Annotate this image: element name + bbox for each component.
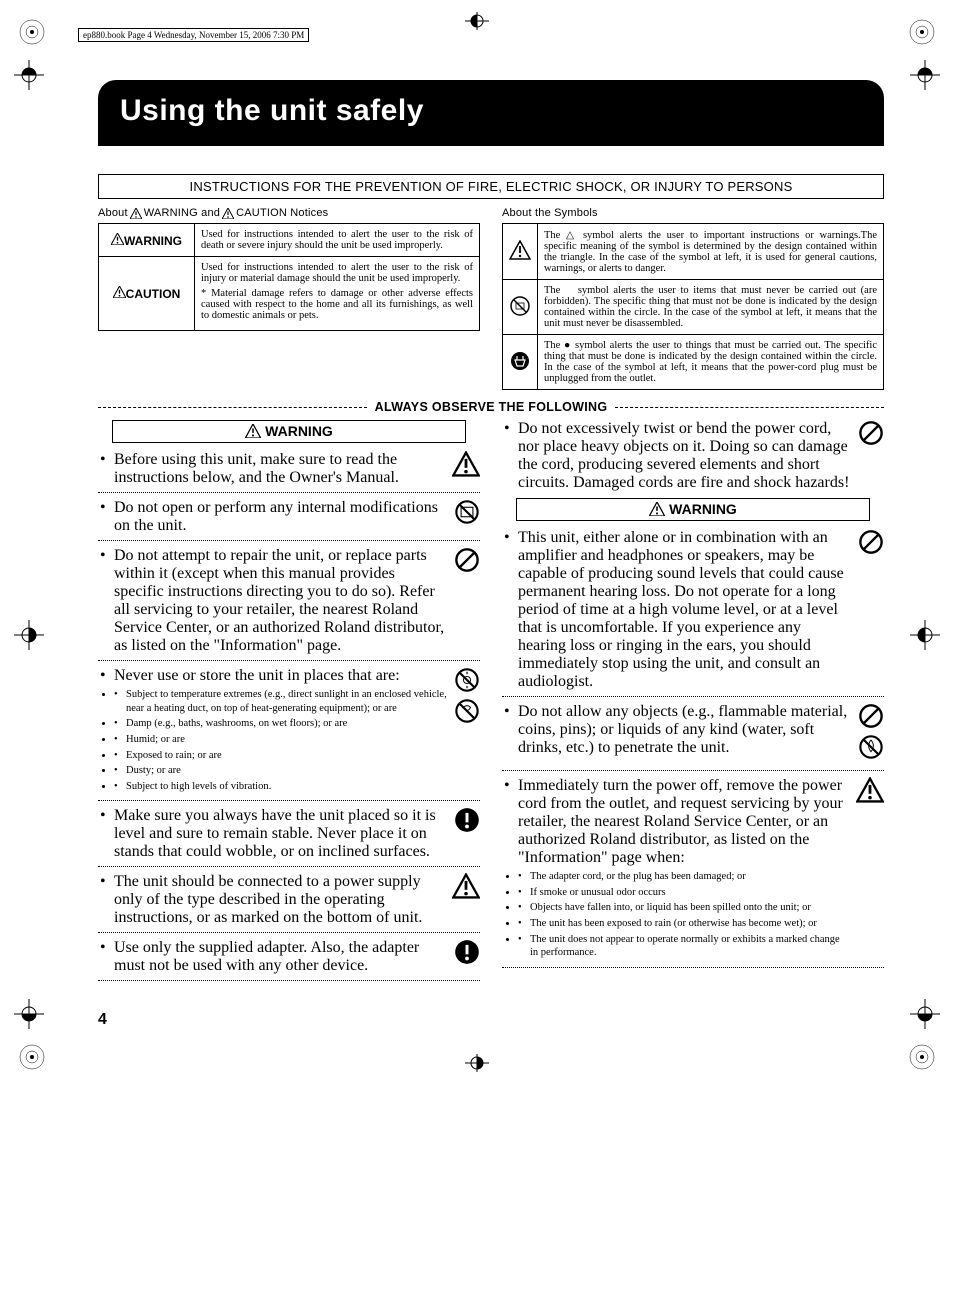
mandatory-icon: [454, 807, 480, 838]
reg-mark: [910, 999, 940, 1029]
dotted-divider: [98, 540, 480, 541]
prohibit-icon: [858, 529, 884, 560]
warning-header-text: WARNING: [669, 501, 737, 517]
warning-triangle-icon: [111, 233, 124, 245]
sub-item: Subject to high levels of vibration.: [114, 780, 448, 794]
title-bar: Using the unit safely: [98, 80, 884, 146]
sub-item: The unit does not appear to operate norm…: [518, 933, 850, 960]
triangle-alert-icon: [452, 873, 480, 904]
dotted-divider: [502, 967, 884, 968]
warning-triangle-icon: [222, 208, 234, 219]
warning-header-text: WARNING: [265, 423, 333, 439]
prohibit-temp-icon: [454, 667, 480, 729]
symbols-table: The △ symbol alerts the user to importan…: [502, 223, 884, 390]
notices-table: WARNING Used for instructions intended t…: [98, 223, 480, 331]
caution-desc-1: Used for instructions intended to alert …: [201, 262, 473, 284]
dotted-divider: [98, 980, 480, 981]
about-notices-heading: About WARNING and CAUTION Notices: [98, 207, 480, 219]
book-info: ep880.book Page 4 Wednesday, November 15…: [78, 28, 309, 42]
caution-desc-2: * Material damage refers to damage or ot…: [201, 288, 473, 321]
warning-triangle-icon: [130, 208, 142, 219]
warn-item: Before using this unit, make sure to rea…: [98, 451, 446, 487]
print-mark-bl: [18, 1043, 46, 1071]
caution-label: CAUTION: [126, 287, 181, 301]
sub-item: Dusty; or are: [114, 764, 448, 778]
warn-item: Do not attempt to repair the unit, or re…: [98, 547, 448, 655]
sub-item: The unit has been exposed to rain (or ot…: [518, 917, 850, 931]
prohibit-icon: [858, 420, 884, 451]
sub-item: If smoke or unusual odor occurs: [518, 886, 850, 900]
prohibit-modification-icon: [454, 499, 480, 530]
sub-item: Humid; or are: [114, 733, 448, 747]
warn-item: Immediately turn the power off, remove t…: [502, 777, 850, 867]
warn-item: This unit, either alone or in combinatio…: [502, 529, 852, 691]
warning-desc: Used for instructions intended to alert …: [195, 224, 480, 257]
dotted-divider: [502, 696, 884, 697]
warning-label-cell: WARNING: [99, 224, 195, 257]
sub-item: The adapter cord, or the plug has been d…: [518, 870, 850, 884]
sub-item: Objects have fallen into, or liquid has …: [518, 901, 850, 915]
sub-item: Subject to temperature extremes (e.g., d…: [114, 688, 448, 715]
warning-header-block: WARNING: [112, 420, 466, 443]
triangle-alert-icon: [856, 777, 884, 808]
unplug-mandatory-icon: [509, 350, 531, 372]
symbol-mandatory-desc: The ● symbol alerts the user to things t…: [538, 335, 884, 390]
symbol-prohibit-cell: [503, 280, 538, 335]
dash-line: [615, 407, 884, 408]
triangle-alert-icon: [509, 240, 531, 260]
warn-item: The unit should be connected to a power …: [98, 873, 446, 927]
print-mark-br: [908, 1043, 936, 1071]
warn-item: Make sure you always have the unit place…: [98, 807, 448, 861]
warning-header-block: WARNING: [516, 498, 870, 521]
reg-mark: [14, 999, 44, 1029]
reg-mark: [910, 620, 940, 650]
instructions-header: INSTRUCTIONS FOR THE PREVENTION OF FIRE,…: [98, 174, 884, 199]
warning-triangle-icon: [649, 502, 665, 516]
warn-item: Do not excessively twist or bend the pow…: [502, 420, 852, 492]
symbol-mandatory-cell: [503, 335, 538, 390]
dash-line: [98, 407, 367, 408]
symbol-prohibit-desc: The ⃠ symbol alerts the user to items th…: [538, 280, 884, 335]
dotted-divider: [98, 492, 480, 493]
warning-triangle-icon: [113, 286, 126, 298]
center-mark-top: [462, 12, 492, 35]
dotted-divider: [98, 800, 480, 801]
print-mark-tr: [908, 18, 936, 46]
always-observe-label: ALWAYS OBSERVE THE FOLLOWING: [375, 400, 608, 414]
dotted-divider: [98, 660, 480, 661]
page-number: 4: [98, 1011, 884, 1029]
sub-item: Damp (e.g., baths, washrooms, on wet flo…: [114, 717, 448, 731]
warning-label: WARNING: [124, 234, 182, 248]
reg-mark: [14, 620, 44, 650]
prohibit-disassembly-icon: [509, 295, 531, 317]
symbol-triangle-desc: The △ symbol alerts the user to importan…: [538, 224, 884, 280]
warn-item: Do not open or perform any internal modi…: [98, 499, 448, 535]
dotted-divider: [502, 770, 884, 771]
symbol-triangle-cell: [503, 224, 538, 280]
reg-mark: [14, 60, 44, 90]
print-mark-tl: [18, 18, 46, 46]
dotted-divider: [98, 866, 480, 867]
mandatory-icon: [454, 939, 480, 970]
caution-label-cell: CAUTION: [99, 257, 195, 331]
always-observe-row: ALWAYS OBSERVE THE FOLLOWING: [98, 400, 884, 414]
warn-item: Use only the supplied adapter. Also, the…: [98, 939, 448, 975]
page-title: Using the unit safely: [120, 94, 862, 128]
warn-item: Never use or store the unit in places th…: [98, 667, 448, 685]
center-mark-bottom: [462, 1054, 492, 1077]
warn-item: Do not allow any objects (e.g., flammabl…: [502, 703, 852, 757]
dotted-divider: [98, 932, 480, 933]
prohibit-icon: [454, 547, 480, 578]
warning-triangle-icon: [245, 424, 261, 438]
prohibit-icons: [858, 703, 884, 765]
caution-desc: Used for instructions intended to alert …: [195, 257, 480, 331]
page-content: Using the unit safely INSTRUCTIONS FOR T…: [98, 80, 884, 1029]
reg-mark: [910, 60, 940, 90]
about-symbols-heading: About the Symbols: [502, 207, 884, 219]
triangle-alert-icon: [452, 451, 480, 482]
sub-item: Exposed to rain; or are: [114, 749, 448, 763]
